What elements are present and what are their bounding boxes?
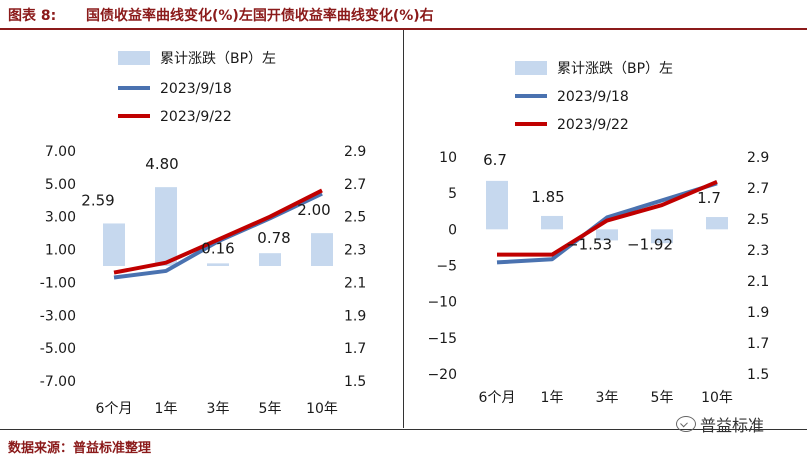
series-line-1 <box>113 188 323 275</box>
legend-label-line-1: 2023/9/22 <box>557 117 629 133</box>
figure-title: 国债收益率曲线变化(%)左国开债收益率曲线变化(%)右 <box>86 8 434 24</box>
left-tick-label: −10 <box>427 295 457 311</box>
chart-right-svg: 累计涨跌（BP）左 2023/9/18 2023/9/22 10 5 0 −5 −10 −15 −… <box>427 61 769 406</box>
panel-divider <box>403 30 404 428</box>
bar-mark <box>651 229 673 244</box>
bar-mark <box>706 217 728 230</box>
bar-mark <box>541 215 563 230</box>
category-label: 5年 <box>259 401 282 417</box>
right-tick-label: 2.1 <box>344 275 366 291</box>
legend-label-bar: 累计涨跌（BP）左 <box>557 61 673 77</box>
left-tick-label: -1.00 <box>40 275 76 291</box>
series-line-0 <box>496 181 718 265</box>
bar-data-label: −1.92 <box>627 235 673 253</box>
source-note: 数据来源：普益标准整理 <box>8 441 152 456</box>
right-tick-label: 1.9 <box>747 305 769 321</box>
category-label: 5年 <box>651 390 674 406</box>
right-tick-label: 2.5 <box>344 210 366 226</box>
left-tick-label: −20 <box>427 367 457 383</box>
wechat-logo-icon <box>676 416 696 432</box>
legend-label-line-0: 2023/9/18 <box>160 81 232 97</box>
right-tick-label: 1.5 <box>344 374 366 390</box>
legend-swatch-bar <box>118 51 150 65</box>
bar-mark <box>207 263 229 266</box>
chart-left-panel: 累计涨跌（BP）左 2023/9/18 2023/9/22 7.00 5.00 3.00 1… <box>0 30 403 430</box>
right-tick-label: 2.7 <box>344 177 366 193</box>
watermark-text: 普益标准 <box>700 416 765 435</box>
left-tick-label: 0 <box>448 222 457 238</box>
bar-mark <box>155 187 177 266</box>
bar-mark <box>596 229 618 241</box>
left-tick-label: 10 <box>439 150 457 166</box>
left-tick-label: −15 <box>427 331 457 347</box>
category-label: 10年 <box>306 401 338 417</box>
chart-right-panel: 累计涨跌（BP）左 2023/9/18 2023/9/22 10 5 0 −5 −10 −15 −… <box>405 30 807 430</box>
right-tick-label: 1.9 <box>344 308 366 324</box>
left-tick-label: 3.00 <box>45 210 76 226</box>
left-tick-label: -3.00 <box>40 308 76 324</box>
left-tick-label: -5.00 <box>40 341 76 357</box>
watermark: 普益标准 <box>676 412 764 436</box>
bar-data-label: 6.7 <box>483 151 507 169</box>
category-label: 6个月 <box>96 401 133 417</box>
bar-data-label: 4.80 <box>145 155 178 173</box>
legend-label-line-0: 2023/9/18 <box>557 89 629 105</box>
legend-label-bar: 累计涨跌（BP）左 <box>160 51 276 67</box>
bar-data-label: 2.00 <box>297 201 330 219</box>
left-tick-label: -7.00 <box>40 374 76 390</box>
bar-mark <box>311 233 333 266</box>
figure-number: 图表 8: <box>8 8 57 24</box>
category-label: 6个月 <box>479 390 516 406</box>
legend-label-line-1: 2023/9/22 <box>160 109 232 125</box>
figure-header: 图表 8: 国债收益率曲线变化(%)左国开债收益率曲线变化(%)右 <box>0 0 807 30</box>
bar-data-label: 2.59 <box>81 191 114 209</box>
category-label: 3年 <box>207 401 230 417</box>
bar-data-label: −1.53 <box>566 235 612 253</box>
bar-mark <box>103 223 125 266</box>
right-tick-label: 2.5 <box>747 212 769 228</box>
right-tick-label: 1.5 <box>747 367 769 383</box>
chart-left-svg: 累计涨跌（BP）左 2023/9/18 2023/9/22 7.00 5.00 3.00 1… <box>40 51 366 417</box>
left-tick-label: 1.00 <box>45 243 76 259</box>
right-tick-label: 2.1 <box>747 274 769 290</box>
series-line-1 <box>497 179 718 257</box>
category-label: 3年 <box>596 390 619 406</box>
category-label: 1年 <box>541 390 564 406</box>
category-label: 10年 <box>701 390 733 406</box>
right-tick-label: 2.9 <box>747 150 769 166</box>
category-label: 1年 <box>155 401 178 417</box>
left-tick-label: 7.00 <box>45 144 76 160</box>
left-tick-label: 5 <box>448 186 457 202</box>
bar-data-label: 0.78 <box>257 229 290 247</box>
bar-mark <box>486 180 508 230</box>
left-tick-label: −5 <box>436 259 457 275</box>
right-tick-label: 2.3 <box>344 243 366 259</box>
bar-data-label: 1.85 <box>531 188 564 206</box>
right-tick-label: 2.9 <box>344 144 366 160</box>
bar-data-label: 0.16 <box>201 239 234 257</box>
right-tick-label: 1.7 <box>344 341 366 357</box>
legend-swatch-bar <box>515 61 547 75</box>
bottom-rule <box>0 429 807 430</box>
bar-data-label: 1.7 <box>697 189 721 207</box>
right-tick-label: 2.7 <box>747 181 769 197</box>
bar-mark <box>259 253 281 266</box>
right-tick-label: 1.7 <box>747 336 769 352</box>
right-tick-label: 2.3 <box>747 243 769 259</box>
left-tick-label: 5.00 <box>45 177 76 193</box>
